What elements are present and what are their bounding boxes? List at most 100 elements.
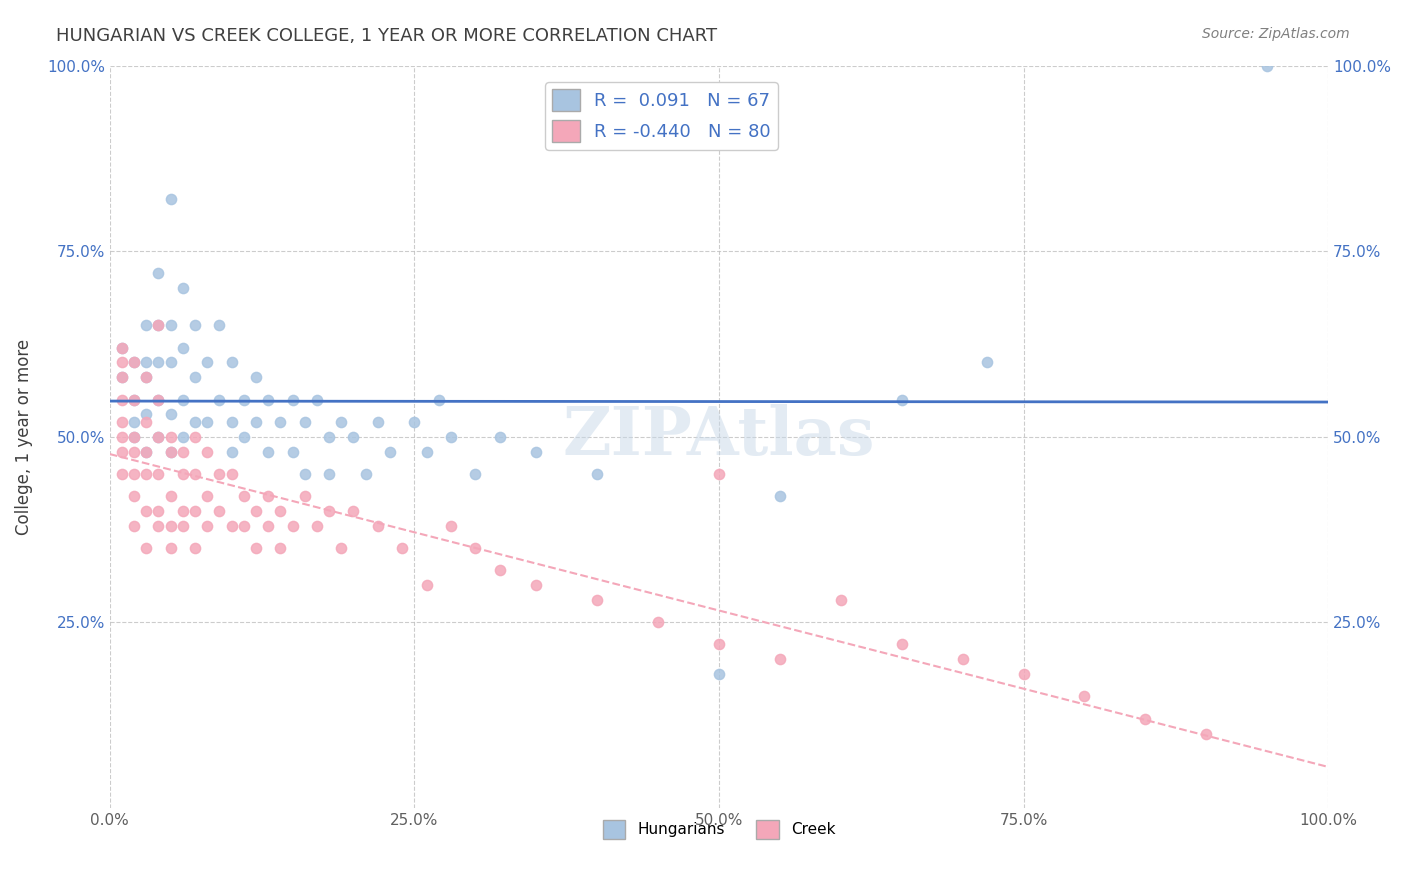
Point — [195, 444, 218, 458]
Point — [122, 518, 145, 533]
Point — [269, 415, 291, 429]
Point — [172, 504, 194, 518]
Point — [269, 504, 291, 518]
Point — [354, 467, 377, 481]
Point — [707, 638, 730, 652]
Point — [184, 467, 207, 481]
Point — [111, 415, 134, 429]
Point — [159, 192, 181, 206]
Point — [1135, 712, 1157, 726]
Point — [707, 667, 730, 681]
Point — [342, 430, 364, 444]
Point — [172, 444, 194, 458]
Point — [404, 415, 426, 429]
Legend: Hungarians, Creek: Hungarians, Creek — [596, 814, 841, 845]
Point — [330, 415, 353, 429]
Point — [245, 415, 267, 429]
Point — [318, 467, 340, 481]
Point — [647, 615, 669, 630]
Point — [440, 518, 463, 533]
Text: Source: ZipAtlas.com: Source: ZipAtlas.com — [1202, 27, 1350, 41]
Point — [281, 518, 304, 533]
Point — [318, 430, 340, 444]
Point — [294, 467, 316, 481]
Point — [488, 430, 510, 444]
Point — [148, 318, 170, 333]
Point — [122, 467, 145, 481]
Point — [524, 578, 547, 592]
Point — [464, 467, 486, 481]
Point — [221, 415, 243, 429]
Point — [195, 489, 218, 503]
Point — [135, 467, 157, 481]
Point — [135, 370, 157, 384]
Point — [172, 392, 194, 407]
Point — [172, 341, 194, 355]
Point — [122, 430, 145, 444]
Point — [159, 444, 181, 458]
Point — [148, 430, 170, 444]
Point — [330, 541, 353, 555]
Point — [440, 430, 463, 444]
Point — [524, 444, 547, 458]
Point — [257, 489, 280, 503]
Point — [367, 518, 389, 533]
Point — [122, 489, 145, 503]
Point — [294, 415, 316, 429]
Point — [245, 541, 267, 555]
Point — [221, 467, 243, 481]
Point — [208, 467, 231, 481]
Point — [281, 392, 304, 407]
Point — [221, 518, 243, 533]
Point — [172, 281, 194, 295]
Point — [159, 444, 181, 458]
Point — [111, 370, 134, 384]
Point — [1256, 59, 1278, 73]
Point — [111, 341, 134, 355]
Point — [184, 541, 207, 555]
Point — [148, 392, 170, 407]
Point — [415, 578, 437, 592]
Point — [427, 392, 450, 407]
Point — [281, 444, 304, 458]
Point — [257, 444, 280, 458]
Point — [195, 518, 218, 533]
Point — [135, 408, 157, 422]
Point — [148, 392, 170, 407]
Point — [342, 504, 364, 518]
Point — [464, 541, 486, 555]
Point — [122, 355, 145, 369]
Point — [122, 444, 145, 458]
Point — [976, 355, 998, 369]
Point — [257, 518, 280, 533]
Point — [769, 652, 792, 666]
Point — [208, 504, 231, 518]
Point — [111, 467, 134, 481]
Point — [111, 444, 134, 458]
Point — [111, 392, 134, 407]
Point — [159, 318, 181, 333]
Point — [184, 318, 207, 333]
Point — [184, 504, 207, 518]
Point — [172, 430, 194, 444]
Point — [159, 408, 181, 422]
Point — [245, 370, 267, 384]
Point — [1195, 726, 1218, 740]
Point — [172, 467, 194, 481]
Y-axis label: College, 1 year or more: College, 1 year or more — [15, 339, 32, 534]
Point — [111, 341, 134, 355]
Point — [232, 518, 254, 533]
Point — [148, 355, 170, 369]
Text: HUNGARIAN VS CREEK COLLEGE, 1 YEAR OR MORE CORRELATION CHART: HUNGARIAN VS CREEK COLLEGE, 1 YEAR OR MO… — [56, 27, 717, 45]
Point — [122, 415, 145, 429]
Point — [586, 593, 609, 607]
Point — [391, 541, 413, 555]
Point — [135, 355, 157, 369]
Point — [135, 415, 157, 429]
Point — [159, 489, 181, 503]
Point — [890, 392, 912, 407]
Point — [208, 392, 231, 407]
Point — [294, 489, 316, 503]
Point — [111, 430, 134, 444]
Point — [221, 355, 243, 369]
